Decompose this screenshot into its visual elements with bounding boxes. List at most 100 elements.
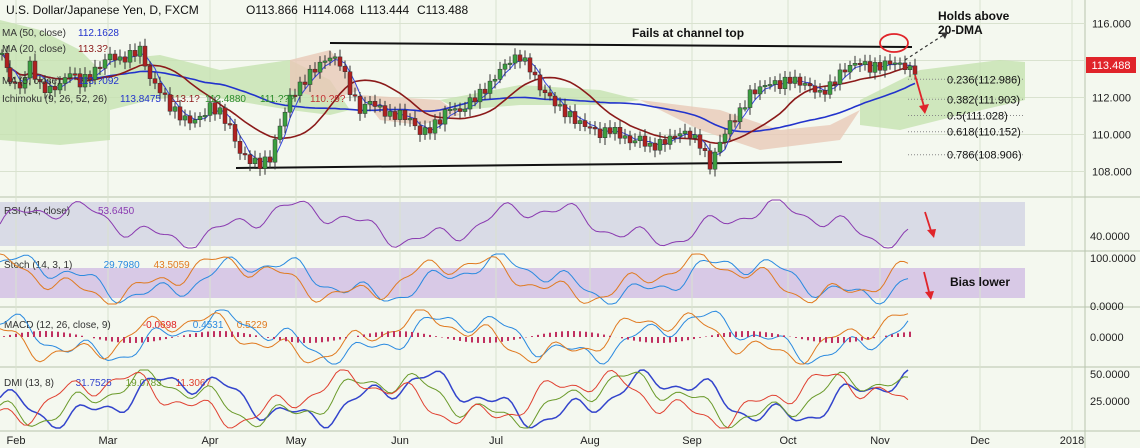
candle-body	[822, 90, 828, 95]
fib-label: 0.618(110.152)	[947, 127, 1021, 139]
dma-arrowhead	[941, 32, 948, 39]
fib-label: 0.786(108.906)	[947, 150, 1022, 162]
candle-body	[97, 66, 103, 69]
candle-body	[402, 110, 408, 120]
candle-body	[517, 54, 523, 62]
candle-body	[472, 97, 478, 103]
candle-body	[347, 71, 353, 95]
candle-body	[162, 92, 168, 95]
candle-body	[567, 111, 573, 118]
candle-body	[27, 60, 33, 79]
candle-body	[252, 157, 258, 165]
candle-body	[297, 81, 303, 96]
candle-body	[612, 127, 618, 134]
candle-body	[207, 102, 213, 116]
candle-body	[507, 62, 513, 65]
candle-body	[602, 127, 608, 138]
candle-body	[557, 104, 563, 107]
candle-body	[877, 62, 883, 71]
indicator-value: 19.0783	[126, 378, 163, 389]
candle-body	[522, 57, 528, 62]
candle-body	[317, 61, 323, 73]
ma5-label: MA (5, close)	[2, 76, 60, 87]
ichimoku-value-1: 113.8475	[120, 94, 161, 105]
candle-body	[912, 65, 918, 75]
candle-body	[167, 94, 173, 112]
candle-body	[282, 111, 288, 127]
candle-body	[862, 61, 868, 66]
ichimoku-value-5: 110.?9?	[310, 94, 346, 105]
indicator-label: MACD (12, 26, close, 9)	[4, 320, 111, 331]
candle-body	[377, 105, 383, 108]
candle-body	[102, 59, 108, 69]
candle-body	[797, 76, 803, 86]
candle-body	[367, 100, 373, 105]
candle-body	[617, 127, 623, 139]
candle-body	[902, 62, 908, 70]
candle-body	[807, 83, 813, 87]
candle-body	[722, 133, 728, 143]
candle-body	[427, 127, 433, 134]
ma5-path	[1, 52, 916, 163]
candle-body	[362, 103, 368, 114]
candle-body	[842, 69, 848, 73]
stoch-band	[0, 268, 1025, 298]
candle-body	[787, 76, 793, 84]
candle-body	[247, 154, 253, 165]
channel-lines	[235, 42, 913, 169]
indicator-line	[0, 253, 909, 305]
candle-body	[752, 89, 758, 95]
ichimoku-label: Ichimoku (9, 26, 52, 26)	[2, 94, 107, 105]
candle-body	[117, 56, 123, 61]
candle-body	[387, 111, 393, 117]
ma50-path	[1, 52, 916, 133]
time-axis: Feb Mar Apr May Jun Jul Aug Sep Oct Nov Dec 2018	[7, 435, 1085, 447]
candle-body	[352, 94, 358, 97]
candle-body	[262, 156, 268, 169]
candle-body	[217, 107, 223, 115]
candle-body	[77, 73, 83, 88]
candle-body	[872, 62, 878, 73]
ichimoku-value-4: 111.???	[260, 94, 295, 105]
candle-body	[122, 56, 128, 63]
indicator-line	[0, 369, 909, 429]
candle-body	[447, 108, 453, 111]
candle-body	[547, 92, 553, 97]
ohlc-high: H114.068	[303, 3, 354, 17]
candle-body	[172, 106, 178, 112]
candle-body	[592, 127, 598, 130]
time-tick-label: May	[286, 435, 307, 447]
candle-body	[457, 108, 463, 112]
fib-label: 0.236(112.986)	[947, 74, 1021, 86]
candle-body	[332, 56, 338, 59]
candle-body	[702, 148, 708, 151]
fib-label: 0.382(111.903)	[947, 94, 1020, 106]
time-tick-label: Oct	[779, 435, 796, 447]
candle-body	[292, 94, 298, 97]
candle-body	[452, 108, 458, 111]
candle-body	[852, 63, 858, 66]
candle-body	[832, 81, 838, 85]
candle-body	[682, 130, 688, 134]
candle-body	[587, 126, 593, 129]
candle-body	[672, 135, 678, 138]
chart-title: U.S. Dollar/Japanese Yen, D, FXCM	[6, 3, 199, 17]
candle-body	[742, 107, 748, 110]
candle-body	[437, 119, 443, 125]
price-down-arrow	[914, 74, 926, 111]
candle-body	[817, 90, 823, 93]
candle-body	[867, 61, 873, 73]
candle-body	[707, 150, 713, 170]
candle-body	[272, 139, 278, 163]
candle-body	[812, 85, 818, 93]
candle-body	[62, 77, 68, 84]
overlay-legend: MA (50, close) 112.1628 MA (20, close) 1…	[2, 28, 346, 105]
candle-body	[22, 77, 28, 89]
candle-body	[662, 139, 668, 145]
ohlc-low: L113.444	[360, 3, 409, 17]
price-tick-label: 110.000	[1092, 130, 1131, 142]
indicator-value: 43.5059	[154, 260, 191, 271]
annotation-bias: Bias lower	[950, 275, 1010, 289]
candle-body	[892, 62, 898, 65]
candle-body	[137, 45, 143, 57]
